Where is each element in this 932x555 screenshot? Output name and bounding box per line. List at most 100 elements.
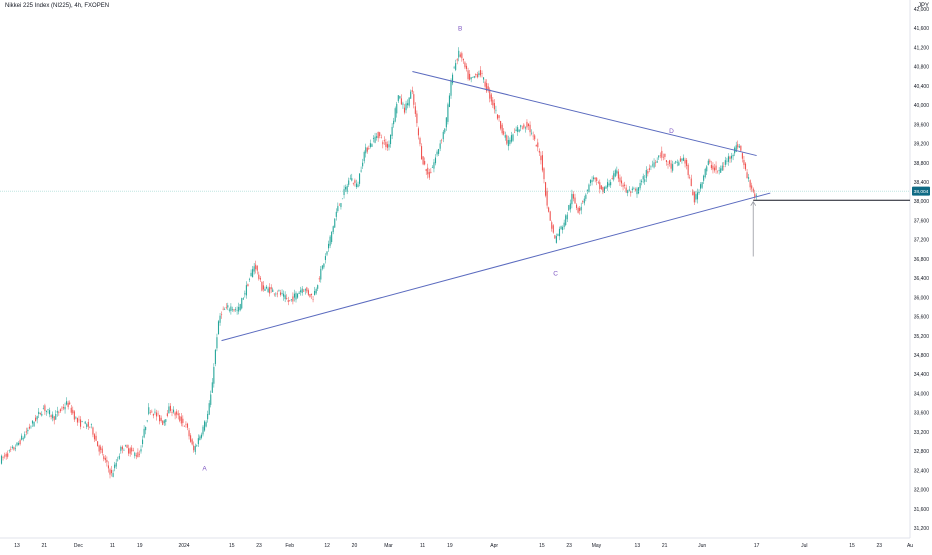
candle-body xyxy=(154,411,156,413)
candle-body xyxy=(438,149,440,154)
x-tick-label: Mar xyxy=(384,543,393,549)
candle-body xyxy=(248,278,251,280)
candle-body xyxy=(459,54,461,57)
candle-body xyxy=(180,416,182,424)
candle-body xyxy=(128,448,130,454)
candle-body xyxy=(571,193,573,205)
wave-label-a: A xyxy=(202,465,207,472)
candle-body xyxy=(286,298,288,299)
candle-body xyxy=(749,180,751,188)
candle-body xyxy=(686,159,688,166)
candle-body xyxy=(321,265,323,269)
candle-body xyxy=(219,315,221,323)
x-axis[interactable]: 13 21 Dec 11 19 2024 15 23 Feb 12 20 Mar 11 19 Apr 15 23… xyxy=(14,543,913,549)
candle-body xyxy=(576,204,578,208)
candle-body xyxy=(256,265,258,271)
candle-body xyxy=(320,268,322,280)
candle-body xyxy=(363,151,365,162)
candle-body xyxy=(641,180,643,183)
candle-body xyxy=(295,292,297,300)
y-tick-label: 40,800 xyxy=(914,65,930,71)
candle-body xyxy=(709,160,711,163)
candle-body xyxy=(543,168,545,180)
trendline-upper xyxy=(412,70,757,157)
candle-body xyxy=(552,225,554,233)
x-tick-label: Apr xyxy=(490,543,498,549)
candle-body xyxy=(155,412,158,417)
candle-body xyxy=(743,159,745,166)
candle-body xyxy=(526,121,528,128)
candle-body xyxy=(565,215,567,226)
y-tick-label: 32,000 xyxy=(914,488,930,494)
x-tick-label: 23 xyxy=(256,543,262,549)
candle-body xyxy=(402,103,404,105)
candle-body xyxy=(613,173,615,180)
candle-body xyxy=(681,158,683,161)
candle-body xyxy=(470,77,472,80)
candle-body xyxy=(329,236,331,246)
candle-body xyxy=(548,207,550,212)
candle-body xyxy=(427,167,429,175)
candle-body xyxy=(729,156,731,160)
candle-body xyxy=(13,447,15,450)
candle-body xyxy=(287,300,289,302)
candle-body xyxy=(597,182,599,183)
candle-body xyxy=(168,406,170,414)
y-tick-label: 38,000 xyxy=(914,199,930,205)
candle-body xyxy=(639,183,641,189)
candle-body xyxy=(365,147,367,154)
candle-body xyxy=(118,455,120,459)
candle-body xyxy=(272,289,274,293)
candle-body xyxy=(374,136,376,143)
candle-body xyxy=(479,70,481,76)
x-tick-label: 15 xyxy=(539,543,545,549)
candle-body xyxy=(52,414,54,419)
candle-body xyxy=(199,436,201,440)
candle-body xyxy=(391,126,393,136)
candle-body xyxy=(462,58,464,61)
candle-body xyxy=(407,103,409,106)
y-tick-label: 36,400 xyxy=(914,276,930,282)
y-axis[interactable]: 42,000 41,600 41,200 40,800 40,400 40,000 39,6… xyxy=(912,7,930,532)
candle-body xyxy=(710,164,712,169)
candle-body xyxy=(368,148,370,149)
x-tick-label: Jun xyxy=(698,543,706,549)
candle-body xyxy=(419,138,421,145)
wave-label-c: C xyxy=(553,271,558,278)
candle-body xyxy=(224,309,226,311)
candle-body xyxy=(106,460,108,463)
candle-body xyxy=(36,416,38,420)
candle-body xyxy=(627,190,629,194)
candle-body xyxy=(397,95,399,102)
candle-body xyxy=(173,409,175,413)
candle-body xyxy=(400,98,402,105)
candle-body xyxy=(678,162,680,166)
candle-body xyxy=(515,129,517,132)
candle-body xyxy=(658,155,660,158)
y-tick-label: 31,200 xyxy=(914,526,930,532)
x-tick-label: 11 xyxy=(420,543,425,549)
candle-body xyxy=(464,62,466,68)
candle-body xyxy=(216,337,218,349)
candle-body xyxy=(507,140,509,147)
candle-body xyxy=(673,162,675,164)
candle-body xyxy=(695,194,697,200)
candle-body xyxy=(217,321,220,335)
candle-body xyxy=(696,192,698,200)
candle-body xyxy=(450,80,452,96)
candle-body xyxy=(690,178,692,187)
candle-body xyxy=(380,137,382,138)
candle-body xyxy=(682,157,685,161)
candle-body xyxy=(520,125,522,128)
candle-body xyxy=(644,179,646,182)
candle-body xyxy=(396,103,398,114)
candle-body xyxy=(568,205,570,211)
candle-body xyxy=(405,103,407,111)
candle-body xyxy=(176,411,178,415)
candle-body xyxy=(667,164,669,165)
candle-body xyxy=(645,170,647,179)
candle-body xyxy=(442,131,444,140)
candle-body xyxy=(283,293,285,297)
